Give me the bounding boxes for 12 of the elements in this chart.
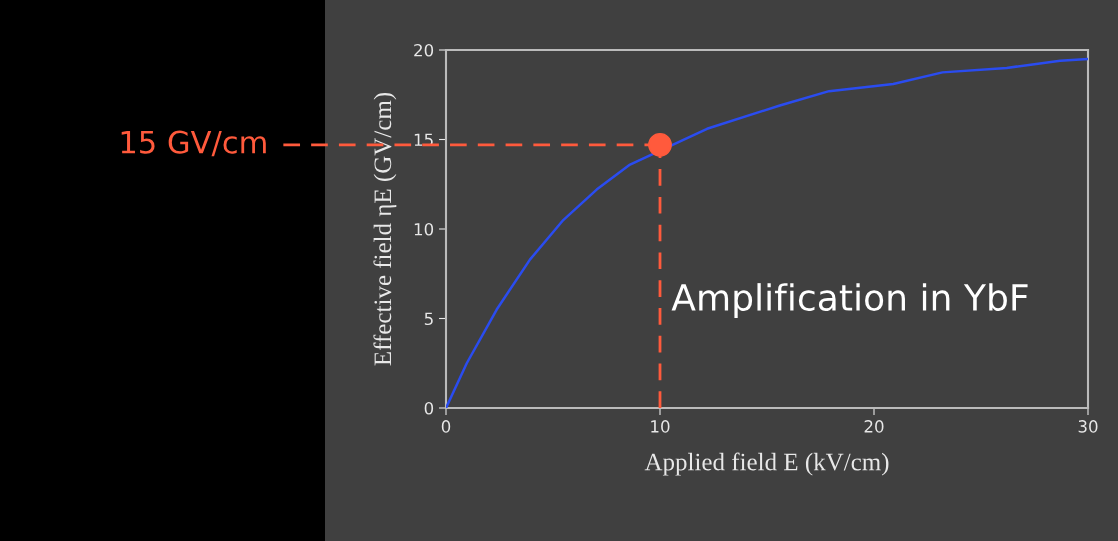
annotation: Amplification in YbF <box>671 283 1028 319</box>
y-tick-label: 20 <box>414 43 434 57</box>
x-tick-label: 20 <box>864 420 884 433</box>
y-tick-label: 0 <box>424 401 434 415</box>
x-axis-title: Applied field E (kV/cm) <box>644 452 889 476</box>
ref-line-label: 15 GV/cm <box>121 130 266 157</box>
x-tick-label: 30 <box>1078 420 1098 433</box>
x-tick-label: 0 <box>441 420 451 433</box>
y-tick-label: 10 <box>414 222 434 236</box>
x-tick-label: 10 <box>651 420 670 433</box>
y-axis-title: Effective field ηE (GV/cm) <box>373 92 397 366</box>
y-tick-label: 5 <box>424 312 433 326</box>
